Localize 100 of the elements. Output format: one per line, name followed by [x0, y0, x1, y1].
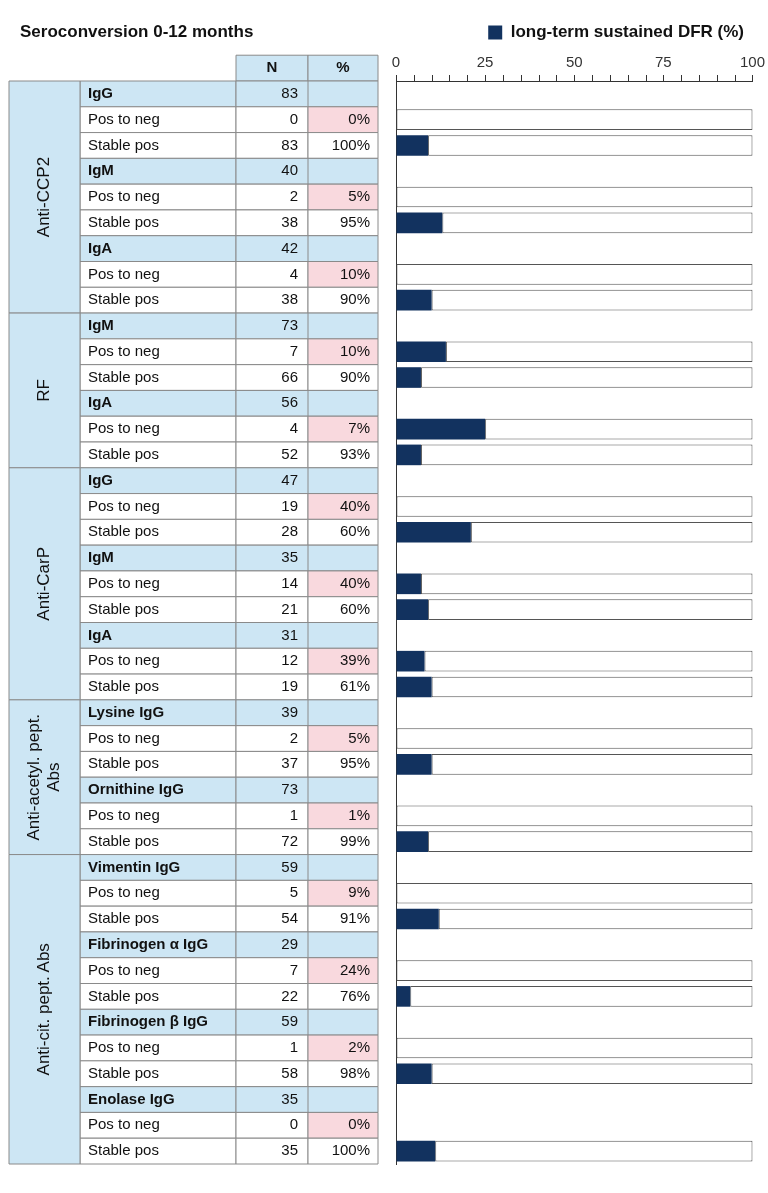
y-tick-label: Pos to neg — [88, 496, 160, 514]
text: 1 — [289, 806, 298, 824]
y-tick-label: Pos to neg — [88, 341, 160, 359]
y-tick-label: IgA — [88, 238, 113, 256]
y-tick-label: Pos to neg — [88, 883, 160, 901]
bar — [396, 986, 411, 1007]
y-tick-label: Fibrinogen α IgG — [88, 934, 209, 952]
text: 39% — [339, 651, 370, 669]
y-tick-label: Enolase IgG — [88, 1089, 175, 1107]
bar — [396, 289, 432, 311]
text: 2% — [348, 1038, 370, 1056]
bar — [396, 599, 429, 620]
y-tick-label: Pos to neg — [88, 806, 160, 824]
text: 99% — [339, 831, 370, 849]
text: 5% — [348, 728, 370, 746]
text: 35 — [281, 1141, 298, 1159]
text: 0 — [289, 1115, 298, 1133]
text: 39 — [281, 702, 298, 720]
text: 9% — [348, 883, 370, 901]
text: 90% — [339, 290, 370, 308]
text: 5% — [348, 187, 370, 205]
y-tick-label: Stable pos — [88, 831, 159, 849]
y-tick-label: IgM — [88, 316, 114, 334]
y-tick-label: Pos to neg — [88, 264, 160, 282]
y-tick-label: Pos to neg — [88, 187, 160, 205]
bar — [396, 135, 429, 156]
text: 40% — [339, 573, 370, 591]
bar — [396, 341, 446, 363]
y-tick-label: Stable pos — [88, 754, 159, 772]
y-tick-label: Stable pos — [88, 290, 159, 308]
y-tick-label: Pos to neg — [88, 1038, 160, 1056]
text: 21 — [281, 599, 298, 617]
text: 4 — [289, 264, 298, 282]
text: 10% — [339, 264, 370, 282]
y-tick-label: IgG — [88, 470, 113, 488]
text: 24% — [339, 960, 370, 978]
x2-tick-label: 50 — [565, 53, 583, 71]
y-tick-label: Stable pos — [88, 135, 159, 153]
text: 66 — [281, 367, 298, 385]
x2-tick-label: 100 — [739, 53, 765, 71]
text: 54 — [281, 909, 298, 927]
text: Seroconversion 0-12 months — [20, 22, 254, 42]
y-tick-label: IgA — [88, 393, 113, 411]
bar — [396, 521, 471, 543]
text: 38 — [281, 212, 298, 230]
y-tick-label: IgA — [88, 625, 113, 643]
text: 35 — [281, 1089, 298, 1107]
text: 19 — [281, 677, 298, 695]
y-tick-label: Stable pos — [88, 212, 159, 230]
text: 72 — [281, 831, 298, 849]
text: 100% — [331, 1141, 370, 1159]
x2-tick-label: 75 — [655, 53, 672, 71]
bar — [396, 650, 425, 672]
bar — [396, 1063, 432, 1085]
y-tick-label: Stable pos — [88, 909, 159, 927]
y-tick-label: Stable pos — [88, 1063, 159, 1081]
text: 1 — [289, 1038, 298, 1056]
text: Anti-CarP — [34, 546, 54, 621]
text: 0% — [348, 1115, 370, 1133]
x2-tick-label: 25 — [476, 53, 494, 71]
y-tick-label: Pos to neg — [88, 651, 160, 669]
text: 73 — [281, 316, 298, 334]
text: Anti-cit. pept. Abs — [34, 943, 54, 1076]
bar — [396, 573, 421, 595]
y-tick-label: Stable pos — [88, 599, 159, 617]
text: 60% — [339, 522, 370, 540]
text: 19 — [281, 496, 298, 514]
bar — [396, 831, 429, 852]
y-tick-label: Pos to neg — [88, 109, 160, 127]
text: 7 — [289, 341, 298, 359]
text: 83 — [281, 84, 298, 102]
text: 98% — [339, 1063, 370, 1081]
text: 73 — [281, 780, 298, 798]
bar — [396, 367, 421, 388]
text: % — [336, 58, 350, 76]
text: 93% — [339, 445, 370, 463]
text: 1% — [348, 806, 370, 824]
y-tick-label: Ornithine IgG — [88, 780, 184, 798]
y-tick-label: IgG — [88, 84, 113, 102]
text: 0 — [289, 109, 298, 127]
text: 76% — [339, 986, 370, 1004]
y-tick-label: Fibrinogen β IgG — [88, 1012, 208, 1030]
y-tick-label: Stable pos — [88, 986, 159, 1004]
text: 7 — [289, 960, 298, 978]
text: 42 — [281, 238, 298, 256]
text: 83 — [281, 135, 298, 153]
text: RF — [34, 379, 54, 402]
text: N — [266, 58, 278, 76]
y-tick-label: Pos to neg — [88, 960, 160, 978]
y-tick-label: Pos to neg — [88, 419, 160, 437]
text: 61% — [339, 677, 370, 695]
text: 52 — [281, 445, 298, 463]
text: 95% — [339, 212, 370, 230]
text: 2 — [289, 187, 298, 205]
bar — [396, 676, 432, 698]
y-tick-label: IgM — [88, 161, 114, 179]
text: 12 — [281, 651, 298, 669]
text: 35 — [281, 548, 298, 566]
text: 58 — [281, 1063, 298, 1081]
y-tick-label: Lysine IgG — [88, 702, 165, 720]
